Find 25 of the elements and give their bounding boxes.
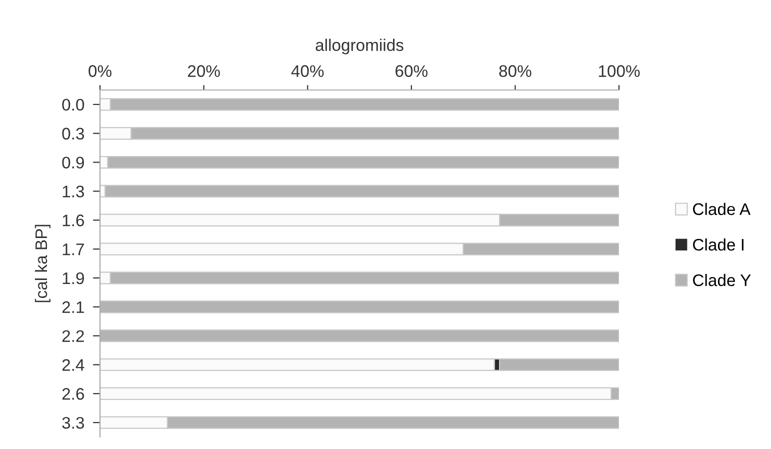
y-axis-title: [cal ka BP] [34, 224, 50, 302]
y-tick-label: 2.2 [62, 330, 84, 342]
x-tick-label: 80% [499, 65, 532, 77]
bar [104, 184, 619, 198]
y-tick-label: 2.6 [62, 388, 84, 400]
bar [100, 358, 495, 372]
legend-label: Clade A [693, 202, 751, 216]
x-tick-label: 100% [598, 65, 640, 77]
x-tick-label: 40% [291, 65, 324, 77]
y-tick-label: 0.9 [62, 156, 84, 168]
y-tick-label: 1.7 [62, 244, 84, 256]
y-tick-label: 1.6 [62, 214, 84, 226]
legend-label: Clade Y [693, 274, 751, 286]
y-tick-label: 1.3 [62, 186, 84, 198]
y-tick-label: 2.4 [62, 359, 84, 371]
x-tick-label: 20% [188, 65, 220, 77]
y-tick-label: 0.0 [62, 98, 84, 111]
legend-label: Clade I [693, 238, 744, 251]
x-axis-title: allogromiids [316, 38, 404, 54]
y-tick-label: 3.3 [62, 416, 84, 429]
y-tick-label: 1.9 [62, 272, 84, 284]
x-tick-label: 0% [88, 65, 112, 77]
y-tick-label: 2.1 [62, 301, 84, 313]
x-tick-label: 60% [396, 65, 428, 77]
y-tick-label: 0.3 [62, 128, 84, 140]
